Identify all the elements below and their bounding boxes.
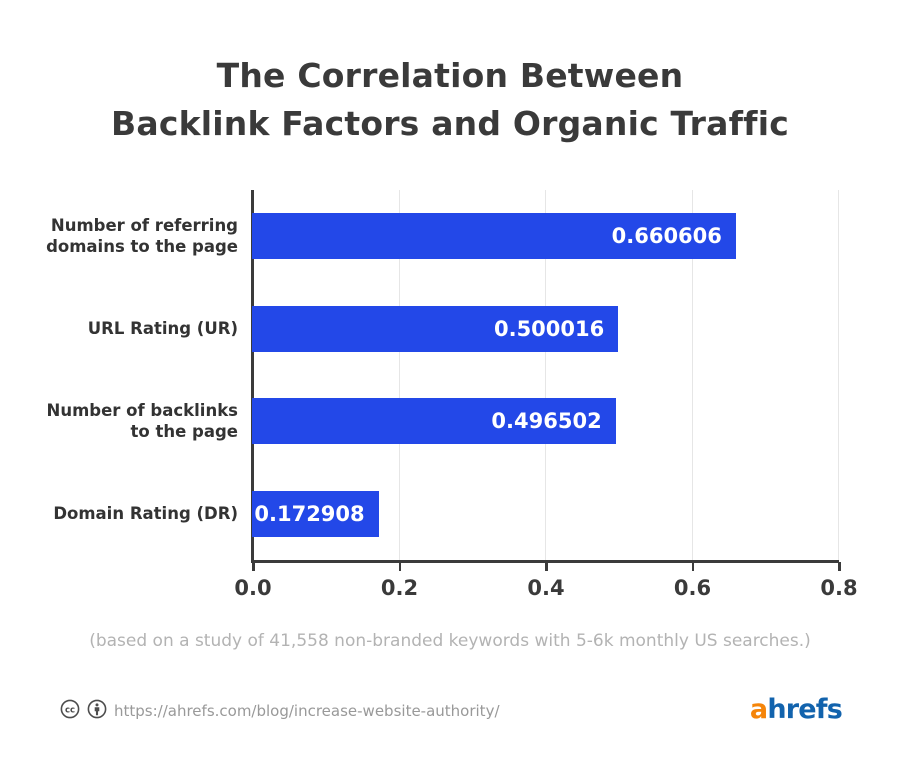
ahrefs-logo[interactable]: ahrefs [749, 694, 843, 725]
x-tick-label: 0.2 [380, 576, 419, 600]
x-tick-label: 0.4 [527, 576, 565, 600]
cc-icon: cc [60, 699, 80, 724]
category-label-line: domains to the page [46, 237, 238, 257]
source-url[interactable]: https://ahrefs.com/blog/increase-website… [114, 702, 500, 720]
x-tick-mark [252, 562, 255, 571]
bar-value-label: 0.500016 [493, 316, 605, 341]
category-label: Number of backlinks to the page [6, 400, 238, 442]
x-tick-mark [545, 562, 548, 571]
bar-value-label: 0.660606 [611, 224, 722, 249]
gridline [838, 190, 839, 560]
bar[interactable]: 0.496502 [252, 398, 616, 445]
category-label-line: Domain Rating (DR) [53, 504, 238, 524]
bar[interactable]: 0.660606 [252, 213, 736, 260]
bar[interactable]: 0.500016 [252, 305, 619, 352]
x-tick-mark [398, 562, 401, 571]
x-tick-label: 0.8 [820, 576, 858, 600]
bar-value-label: 0.496502 [491, 409, 602, 434]
gridline [545, 190, 546, 560]
x-tick-mark [838, 562, 841, 571]
title-line-2: Backlink Factors and Organic Traffic [111, 104, 789, 143]
category-label-line: URL Rating (UR) [87, 319, 238, 339]
category-label: Domain Rating (DR) [6, 503, 238, 524]
gridline [691, 190, 693, 560]
x-tick-mark [691, 562, 694, 571]
logo-text-hrefs: hrefs [767, 694, 842, 725]
license-icons: cc [60, 699, 107, 724]
category-label-line: to the page [130, 422, 238, 442]
footer: cc https://ahrefs.com/blog/increase-webs… [0, 694, 900, 736]
svg-text:cc: cc [65, 706, 75, 716]
category-labels: Number of referring domains to the page UR… [0, 0, 238, 782]
category-label-line: Number of backlinks [46, 401, 238, 421]
category-label: URL Rating (UR) [6, 318, 238, 339]
gridline [398, 190, 400, 560]
chart-caption: (based on a study of 41,558 non-branded … [89, 631, 811, 651]
x-axis-line [251, 560, 839, 563]
bar-value-label: 0.172908 [254, 501, 365, 526]
category-label: Number of referring domains to the page [6, 215, 238, 257]
bar[interactable]: 0.172908 [252, 490, 379, 537]
logo-letter-a: a [749, 694, 768, 725]
x-tick-label: 0.6 [673, 576, 712, 600]
cc-by-icon [87, 699, 107, 724]
category-label-line: Number of referring [50, 216, 238, 236]
title-line-1: The Correlation Between [216, 56, 684, 95]
plot-area: 0.660606 0.500016 0.496502 0.172908 [252, 190, 839, 560]
x-tick-label: 0.0 [234, 576, 272, 600]
page-title: The Correlation Between Backlink Factors… [0, 52, 900, 148]
y-axis-line [251, 190, 254, 562]
